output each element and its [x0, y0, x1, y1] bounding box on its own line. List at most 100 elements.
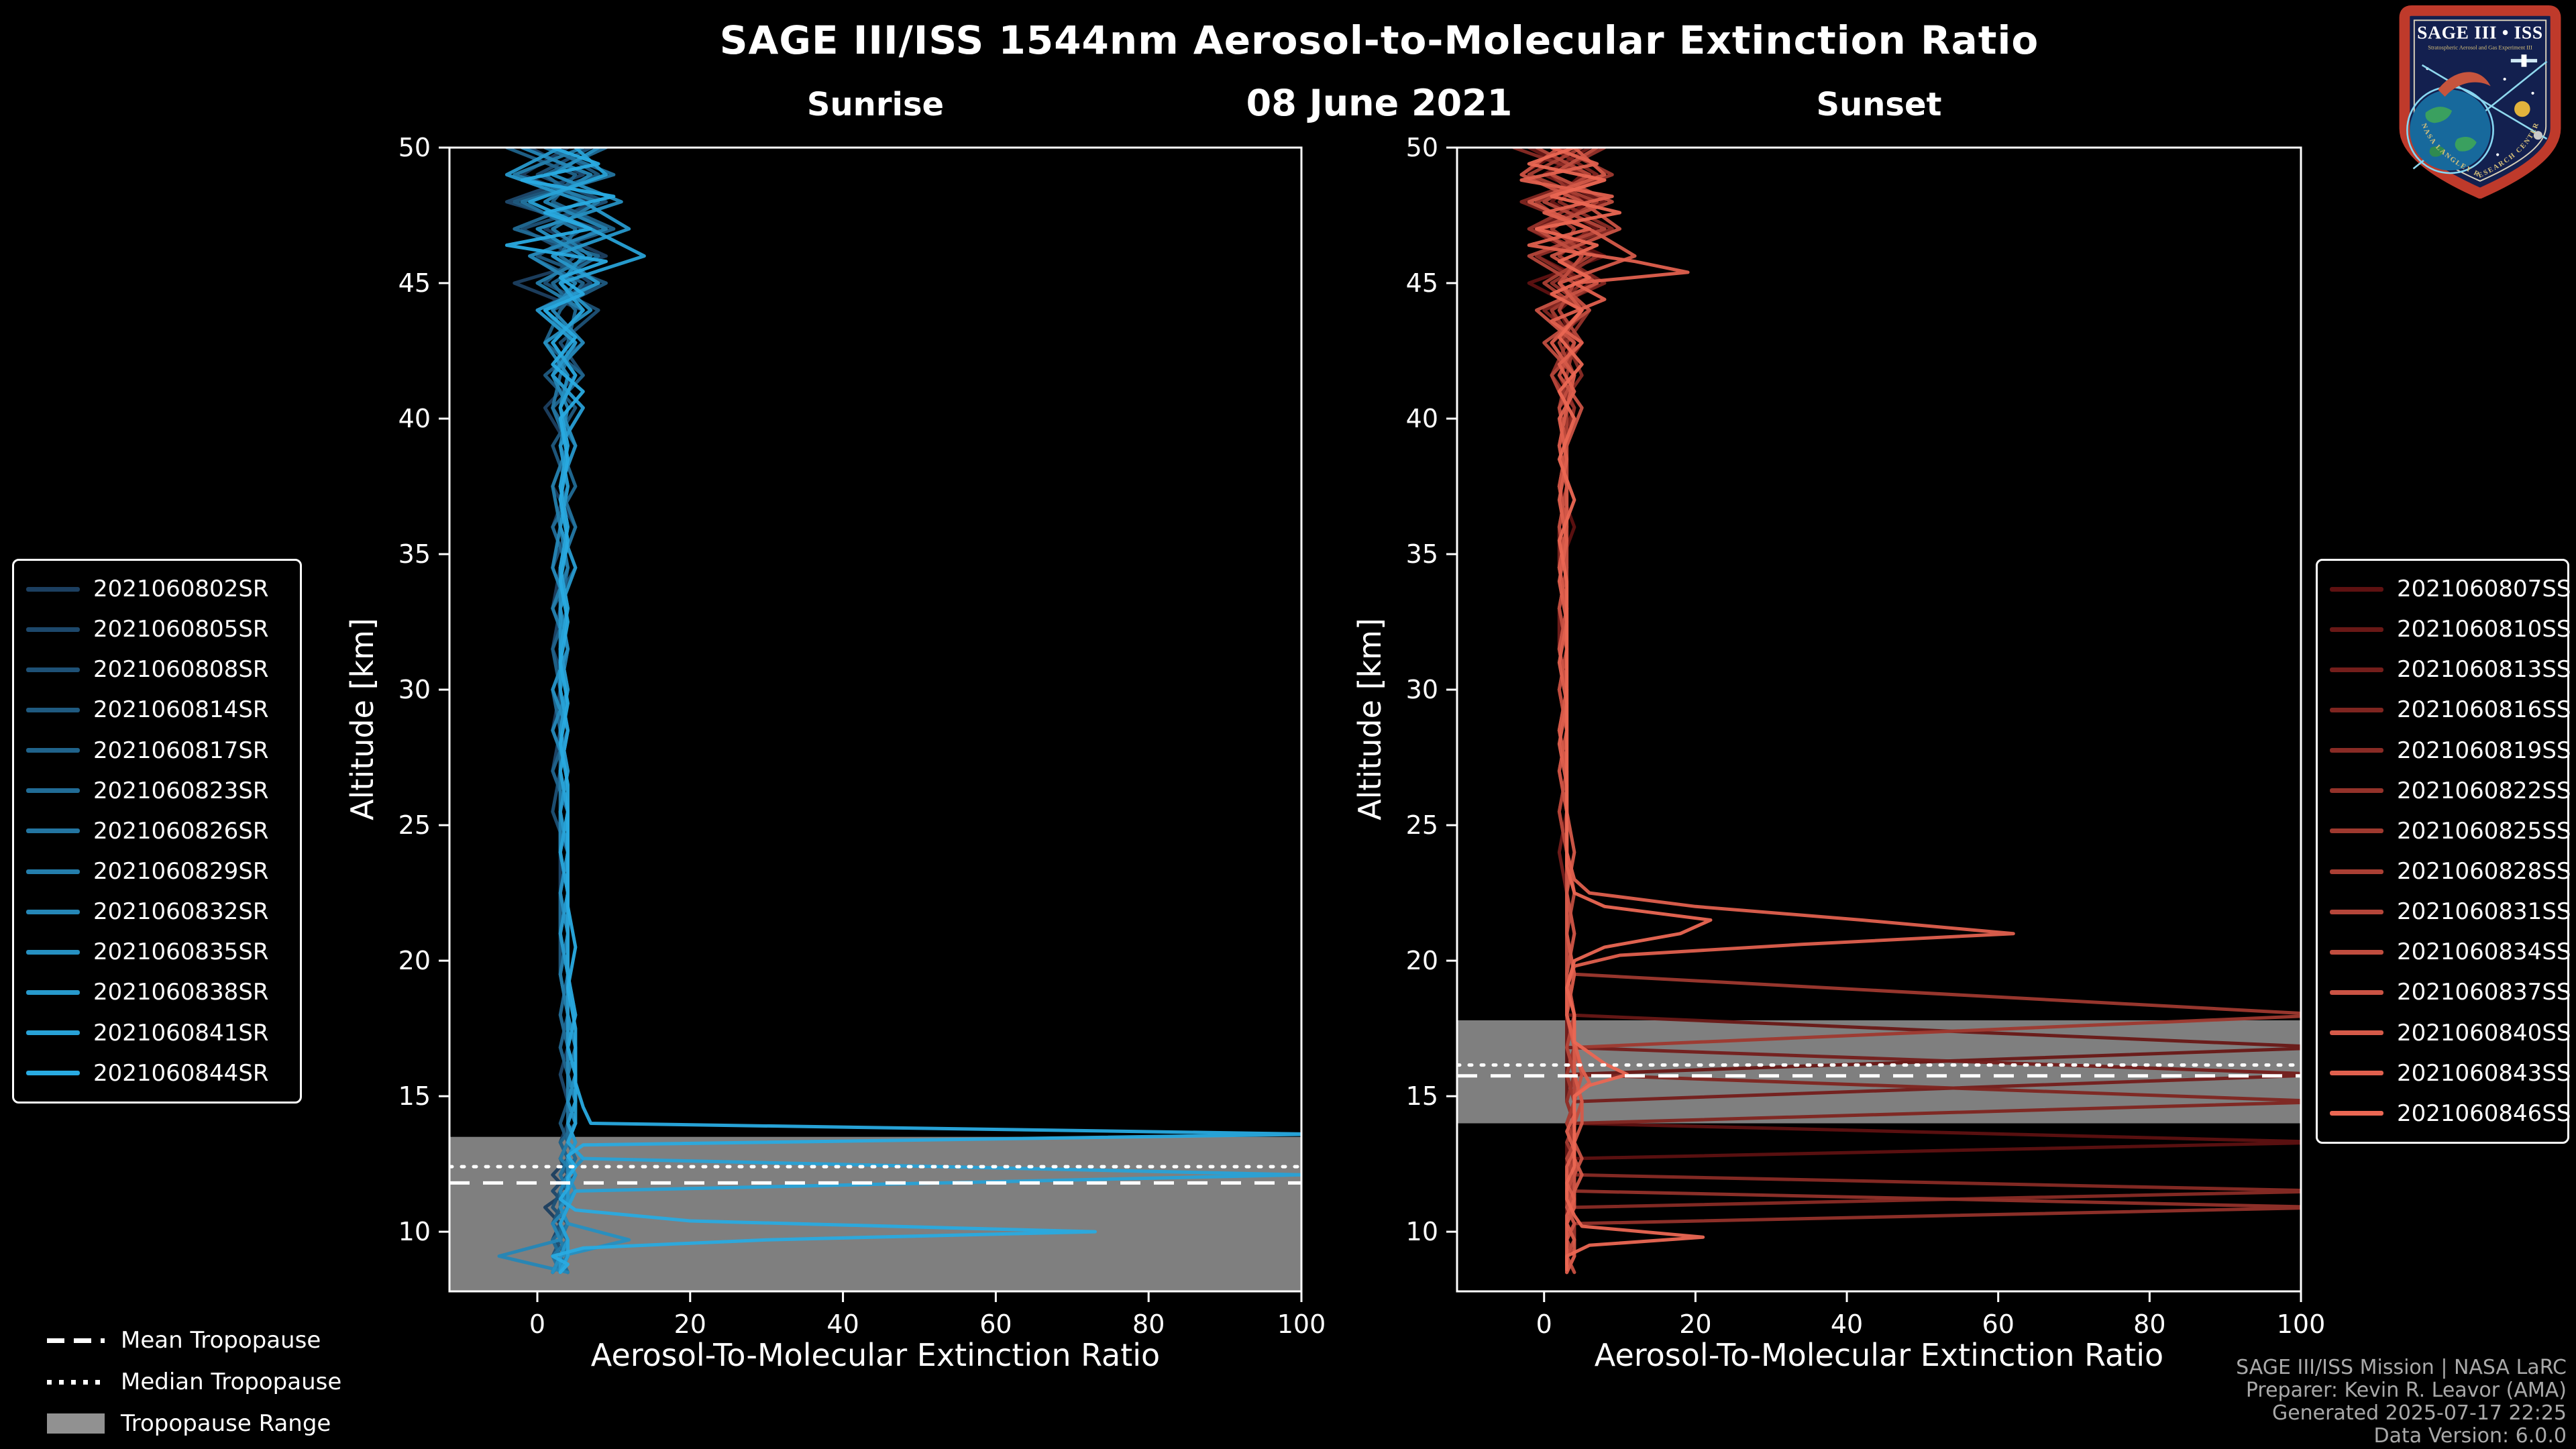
x-tick-label: 0 — [1536, 1309, 1552, 1339]
legend-item: 2021060844SR — [26, 1055, 300, 1092]
series-color-sample — [26, 627, 80, 632]
series-label: 2021060831SS — [2397, 898, 2571, 926]
legend-item: 2021060846SS — [2330, 1095, 2571, 1132]
series-label: 2021060844SR — [93, 1059, 269, 1087]
median-tropopause-line-sample — [47, 1379, 105, 1385]
legend-item: 2021060807SS — [2330, 570, 2571, 608]
y-tick-label: 10 — [398, 1217, 431, 1246]
y-tick-label: 20 — [398, 946, 431, 975]
series-label: 2021060825SS — [2397, 817, 2571, 845]
sunrise-panel: 0 20 40 60 80 100 10 15 20 25 30 35 40 45 50 — [398, 133, 1326, 1339]
series-label: 2021060843SS — [2397, 1059, 2571, 1087]
star-icon — [2503, 77, 2506, 81]
series-color-sample — [2330, 586, 2383, 592]
y-tick-label: 20 — [1406, 946, 1438, 975]
star-icon — [2496, 153, 2500, 156]
legend-item: 2021060816SS — [2330, 691, 2571, 729]
series-label: 2021060814SR — [93, 696, 269, 724]
series-label: 2021060813SS — [2397, 656, 2571, 684]
series-label: 2021060817SR — [93, 737, 269, 764]
legend-item: 2021060813SS — [2330, 651, 2571, 688]
x-axis-label-sunrise: Aerosol-To-Molecular Extinction Ratio — [591, 1337, 1160, 1373]
legend-item: 2021060825SS — [2330, 812, 2571, 850]
x-tick-label: 40 — [1831, 1309, 1863, 1339]
legend-item: 2021060822SS — [2330, 772, 2571, 810]
series-label: 2021060841SR — [93, 1019, 269, 1046]
tropopause-legend: Mean Tropopause Median Tropopause Tropop… — [47, 1327, 341, 1437]
x-tick-label: 80 — [2133, 1309, 2165, 1339]
series-color-sample — [2330, 949, 2383, 955]
earth-land-icon — [2429, 146, 2445, 157]
legend-item: 2021060817SR — [26, 732, 300, 769]
legend-item: 2021060837SS — [2330, 973, 2571, 1011]
series-color-sample — [2330, 1111, 2383, 1116]
series-color-sample — [26, 869, 80, 874]
legend-item: 2021060838SR — [26, 973, 300, 1011]
legend-item: 2021060826SR — [26, 812, 300, 850]
profile-line-2021060841SR — [528, 148, 1301, 1275]
figure-date: 08 June 2021 — [1246, 82, 1513, 124]
legend-item: 2021060814SR — [26, 691, 300, 729]
x-tick-label: 20 — [674, 1309, 706, 1339]
series-color-sample — [26, 1030, 80, 1036]
series-color-sample — [2330, 828, 2383, 834]
y-tick-label: 35 — [1406, 539, 1438, 569]
y-axis-label-sunset: Altitude [km] — [1352, 618, 1388, 820]
y-tick-label: 10 — [1406, 1217, 1438, 1246]
figure-title: SAGE III/ISS 1544nm Aerosol-to-Molecular… — [719, 17, 2039, 63]
series-color-sample — [2330, 627, 2383, 632]
legend-item: 2021060843SS — [2330, 1055, 2571, 1092]
legend-item: 2021060802SR — [26, 570, 300, 608]
y-tick-label: 30 — [398, 675, 431, 704]
sun-icon — [2514, 101, 2530, 117]
legend-item: 2021060829SR — [26, 853, 300, 890]
profile-line-2021060844SR — [504, 148, 1301, 1275]
series-label: 2021060838SR — [93, 979, 269, 1006]
series-label: 2021060805SR — [93, 616, 269, 643]
y-tick-label: 45 — [398, 268, 431, 298]
panel-title-sunset: Sunset — [1816, 86, 1942, 123]
series-label: 2021060828SS — [2397, 858, 2571, 885]
y-axis-label-sunrise: Altitude [km] — [344, 618, 380, 820]
series-color-sample — [2330, 1071, 2383, 1076]
legend-item: 2021060828SS — [2330, 853, 2571, 890]
figure-icon — [2438, 72, 2491, 97]
y-tick-label: 25 — [398, 810, 431, 840]
x-tick-label: 60 — [979, 1309, 1012, 1339]
series-color-sample — [26, 949, 80, 955]
x-tick-label: 20 — [1679, 1309, 1711, 1339]
series-color-sample — [26, 788, 80, 794]
series-label: 2021060840SS — [2397, 1019, 2571, 1046]
series-color-sample — [2330, 989, 2383, 995]
y-tick-label: 50 — [1406, 133, 1438, 162]
x-tick-label: 100 — [2277, 1309, 2326, 1339]
series-color-sample — [2330, 748, 2383, 753]
legend-item: 2021060831SS — [2330, 893, 2571, 930]
x-axis-label-sunset: Aerosol-To-Molecular Extinction Ratio — [1595, 1337, 2163, 1373]
x-tick-label: 80 — [1132, 1309, 1165, 1339]
legend-item: 2021060841SR — [26, 1014, 300, 1052]
tropopause-range-label: Tropopause Range — [121, 1410, 331, 1437]
legend-item: 2021060819SS — [2330, 732, 2571, 769]
series-color-sample — [26, 667, 80, 672]
profile-line-2021060837SS — [1519, 148, 1622, 1275]
y-tick-label: 30 — [1406, 675, 1438, 704]
y-tick-label: 45 — [1406, 268, 1438, 298]
y-tick-label: 50 — [398, 133, 431, 162]
tropopause-legend-range-row: Tropopause Range — [47, 1410, 341, 1437]
legend-item: 2021060805SR — [26, 610, 300, 648]
median-tropopause-label: Median Tropopause — [121, 1368, 342, 1395]
tropopause-legend-mean-row: Mean Tropopause — [47, 1327, 341, 1354]
credit-data-version: Data Version: 6.0.0 — [2373, 1424, 2567, 1448]
series-label: 2021060808SR — [93, 656, 269, 684]
credit-generated: Generated 2025-07-17 22:25 — [2271, 1401, 2567, 1425]
sunset-panel: 0 20 40 60 80 100 10 15 20 25 30 35 40 45 50 — [1406, 133, 2326, 1339]
series-color-sample — [26, 989, 80, 995]
series-label: 2021060810SS — [2397, 616, 2571, 643]
legend-item: 2021060808SR — [26, 651, 300, 688]
y-tick-label: 35 — [398, 539, 431, 569]
panel-title-sunrise: Sunrise — [806, 86, 945, 123]
y-tick-label: 15 — [398, 1081, 431, 1111]
